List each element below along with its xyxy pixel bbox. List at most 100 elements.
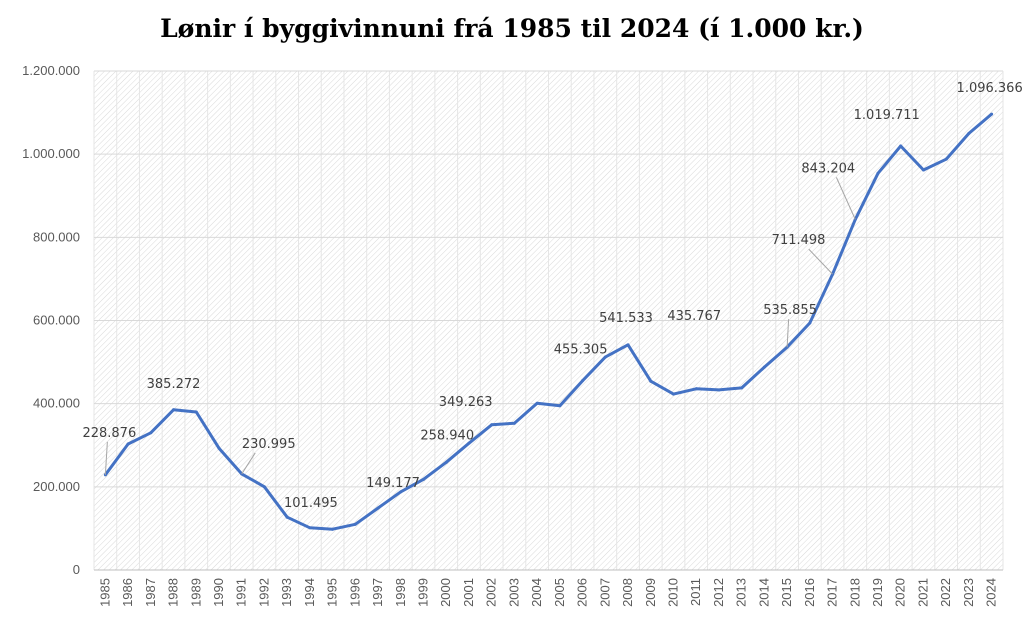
data-point: [694, 387, 698, 391]
gridlines: [93, 70, 1004, 571]
x-tick-label: 2007: [597, 578, 612, 607]
x-tick-label: 1992: [256, 578, 271, 607]
x-tick-label: 1987: [143, 578, 158, 607]
data-point: [740, 386, 744, 390]
data-label: 101.495: [284, 496, 338, 511]
data-point: [149, 431, 153, 435]
y-tick-label: 1.000.000: [22, 146, 80, 161]
x-tick-label: 2016: [802, 578, 817, 607]
data-point: [921, 168, 925, 172]
x-tick-label: 2017: [825, 578, 840, 607]
x-tick-label: 2004: [529, 578, 544, 607]
data-point: [899, 144, 903, 148]
x-tick-label: 2000: [438, 578, 453, 607]
data-label: 149.177: [366, 476, 420, 491]
leader-line: [241, 452, 256, 475]
x-tick-label: 2009: [643, 578, 658, 607]
data-point: [172, 408, 176, 412]
x-tick-label: 2005: [552, 578, 567, 607]
x-tick-label: 1989: [188, 578, 203, 607]
data-label: 258.940: [420, 428, 474, 443]
series-line: [103, 112, 994, 531]
x-tick-label: 2011: [688, 578, 703, 606]
data-label: 843.204: [801, 161, 855, 176]
data-point: [444, 460, 448, 464]
x-tick-label: 1985: [97, 578, 112, 607]
x-tick-label: 1998: [393, 578, 408, 607]
leader-line: [786, 319, 790, 348]
data-point: [808, 321, 812, 325]
data-point: [467, 441, 471, 445]
data-point: [285, 515, 289, 519]
x-tick-label: 2023: [961, 578, 976, 607]
data-label: 1.096.366: [957, 81, 1023, 96]
data-point: [262, 485, 266, 489]
data-point: [353, 522, 357, 526]
x-tick-label: 2014: [756, 578, 771, 607]
data-point: [512, 421, 516, 425]
data-label: 435.767: [667, 309, 721, 324]
data-label: 455.305: [554, 343, 608, 358]
x-tick-label: 2002: [484, 578, 499, 607]
data-label: 711.498: [772, 233, 826, 248]
data-point: [558, 404, 562, 408]
x-tick-label: 1991: [234, 578, 249, 607]
leader-line: [835, 177, 856, 220]
data-point: [603, 355, 607, 359]
data-label: 541.533: [599, 311, 653, 326]
data-point: [308, 526, 312, 530]
data-label: 385.272: [147, 377, 201, 392]
x-tick-label: 2008: [620, 578, 635, 607]
x-tick-label: 1996: [347, 578, 362, 607]
x-tick-label: 1990: [211, 578, 226, 607]
y-tick-label: 600.000: [33, 313, 80, 328]
x-axis: 1985 1986 1987 1988 1989 1990 1991 1992 1993 1994…: [94, 569, 1003, 607]
data-point: [376, 506, 380, 510]
data-label: 349.263: [439, 395, 493, 410]
x-tick-label: 1997: [370, 578, 385, 607]
y-tick-label: 200.000: [33, 479, 80, 494]
x-tick-label: 2022: [938, 578, 953, 607]
y-tick-label: 800.000: [33, 229, 80, 244]
x-tick-label: 2006: [575, 578, 590, 607]
data-point: [762, 365, 766, 369]
data-labels: 228.876 385.272 230.995 101.495 149.177 258.9…: [82, 81, 1022, 511]
data-point: [126, 442, 130, 446]
data-point: [626, 343, 630, 347]
leader-line: [808, 248, 833, 275]
x-tick-label: 2012: [711, 578, 726, 607]
x-tick-label: 2015: [779, 578, 794, 607]
y-axis: 0 200.000 400.000 600.000 800.000 1.000.000 1.…: [22, 63, 80, 577]
x-tick-label: 2001: [461, 578, 476, 607]
data-label: 1.019.711: [854, 108, 920, 123]
x-tick-label: 2010: [665, 578, 680, 607]
data-point: [399, 490, 403, 494]
y-tick-label: 1.200.000: [22, 63, 80, 78]
data-point: [990, 112, 994, 116]
x-tick-label: 2003: [506, 578, 521, 607]
data-point: [581, 379, 585, 383]
x-tick-label: 1995: [325, 578, 340, 607]
data-point: [876, 171, 880, 175]
data-point: [194, 410, 198, 414]
data-label: 228.876: [82, 426, 136, 441]
data-point: [944, 157, 948, 161]
x-tick-label: 2024: [984, 578, 999, 607]
x-tick-label: 1986: [120, 578, 135, 607]
chart-title: Lønir í byggivinnuni frá 1985 til 2024 (…: [160, 14, 864, 43]
data-label: 230.995: [242, 437, 296, 452]
x-tick-label: 2018: [847, 578, 862, 607]
leader-line: [104, 441, 108, 475]
x-tick-label: 2013: [734, 578, 749, 607]
data-point: [717, 388, 721, 392]
x-tick-label: 2021: [915, 578, 930, 607]
x-tick-label: 2019: [870, 578, 885, 607]
data-point: [649, 379, 653, 383]
x-tick-label: 2020: [893, 578, 908, 607]
data-point: [967, 131, 971, 135]
x-tick-label: 1994: [302, 578, 317, 607]
data-point: [671, 392, 675, 396]
series-line-path: [104, 112, 993, 531]
x-tick-label: 1993: [279, 578, 294, 607]
